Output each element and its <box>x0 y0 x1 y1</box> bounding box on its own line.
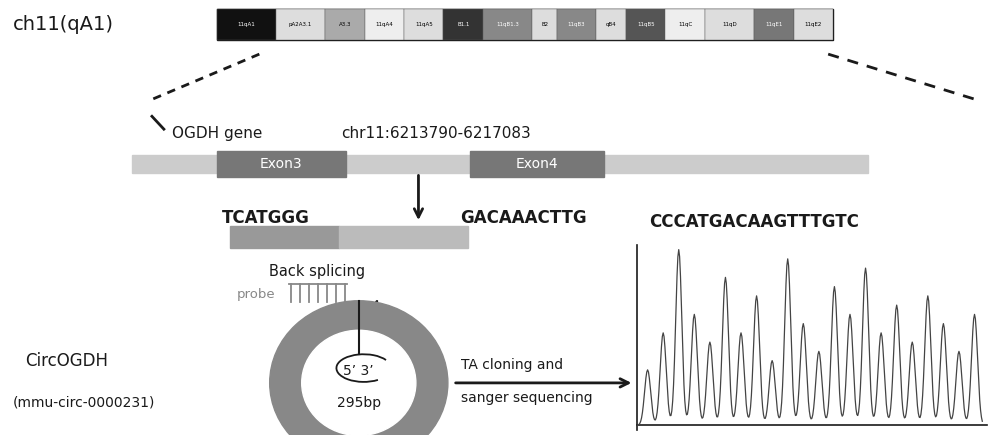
Text: sanger sequencing: sanger sequencing <box>461 391 592 405</box>
Text: TCATGGG: TCATGGG <box>222 209 309 227</box>
Ellipse shape <box>302 330 416 435</box>
Bar <box>276 9 325 40</box>
Text: qB4: qB4 <box>606 22 616 27</box>
Text: 11qA5: 11qA5 <box>415 22 433 27</box>
Text: Exon4: Exon4 <box>516 157 559 171</box>
Bar <box>365 9 404 40</box>
Bar <box>665 9 705 40</box>
Bar <box>217 9 276 40</box>
Text: pA2A3.1: pA2A3.1 <box>289 22 312 27</box>
Text: chr11:6213790-6217083: chr11:6213790-6217083 <box>341 126 531 141</box>
Bar <box>325 9 365 40</box>
Bar <box>230 226 339 247</box>
Text: 5’ 3’: 5’ 3’ <box>343 364 374 378</box>
Bar <box>794 9 833 40</box>
Text: GACAAACTTG: GACAAACTTG <box>460 209 587 227</box>
Bar <box>532 9 557 40</box>
Text: 11qE2: 11qE2 <box>805 22 822 27</box>
Bar <box>470 151 604 177</box>
Bar <box>339 226 468 247</box>
Text: TA cloning and: TA cloning and <box>461 358 563 372</box>
Text: OGDH gene: OGDH gene <box>172 126 262 141</box>
Text: 295bp: 295bp <box>337 396 381 410</box>
Text: B2: B2 <box>541 22 548 27</box>
Text: Back splicing: Back splicing <box>269 264 365 279</box>
Bar <box>483 9 532 40</box>
Text: ch11(qA1): ch11(qA1) <box>13 15 114 34</box>
Bar <box>596 9 626 40</box>
Text: 11qB3: 11qB3 <box>568 22 585 27</box>
Bar <box>557 9 596 40</box>
Text: Exon3: Exon3 <box>260 157 303 171</box>
Text: CircOGDH: CircOGDH <box>25 352 108 370</box>
Bar <box>626 9 665 40</box>
Text: 11qA4: 11qA4 <box>375 22 393 27</box>
Text: 11qE1: 11qE1 <box>765 22 783 27</box>
Text: probe: probe <box>236 287 275 300</box>
Bar <box>754 9 794 40</box>
Bar <box>705 9 754 40</box>
Bar <box>217 9 833 40</box>
Text: 11qC: 11qC <box>678 22 692 27</box>
Bar <box>217 151 346 177</box>
Text: CCCATGACAAGTTTGTC: CCCATGACAAGTTTGTC <box>649 213 859 231</box>
Bar <box>443 9 483 40</box>
Text: 11qD: 11qD <box>722 22 737 27</box>
Text: 11qB5: 11qB5 <box>637 22 655 27</box>
Bar <box>132 155 868 173</box>
Bar <box>404 9 443 40</box>
Text: (mmu-circ-0000231): (mmu-circ-0000231) <box>13 396 155 410</box>
Text: 11qB1.3: 11qB1.3 <box>496 22 519 27</box>
Text: B1.1: B1.1 <box>457 22 469 27</box>
Text: A3.3: A3.3 <box>339 22 351 27</box>
Text: 11qA1: 11qA1 <box>237 22 255 27</box>
Ellipse shape <box>270 301 448 438</box>
